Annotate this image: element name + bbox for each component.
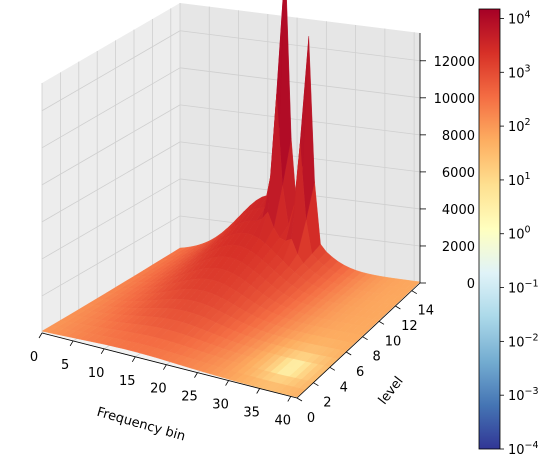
x-tick-label: 5 <box>61 358 69 373</box>
x-tick-mark <box>69 340 74 347</box>
z-tick-label: 12000 <box>434 55 475 70</box>
y-tick-mark <box>362 336 368 341</box>
y-axis-line <box>296 282 421 399</box>
x-tick-label: 35 <box>243 405 260 420</box>
y-tick-mark <box>411 290 418 295</box>
surface-plot <box>41 0 421 398</box>
x-tick-mark <box>163 364 167 370</box>
y-tick-label: 6 <box>356 365 364 380</box>
colorbar-tick-label: 10−1 <box>508 279 539 297</box>
colorbar-tick-label: 103 <box>508 63 531 81</box>
x-tick-label: 0 <box>30 350 38 365</box>
z-tick-label: 2000 <box>442 240 475 255</box>
colorbar-tick-label: 10−2 <box>508 332 539 350</box>
x-axis-line <box>41 332 298 399</box>
z-tick-label: 10000 <box>434 92 475 107</box>
x-tick-mark <box>131 356 136 362</box>
y-tick-label: 4 <box>340 380 348 395</box>
surface-patch <box>41 325 58 333</box>
x-tick-mark <box>287 396 292 402</box>
y-tick-mark <box>395 305 401 310</box>
x-axis-label: Frequency bin <box>95 405 187 445</box>
colorbar: 10−4 10−3 10−2 10−1 100 101 102 103 104 <box>478 8 539 458</box>
x-tick-mark <box>38 332 43 339</box>
y-tick-label: 0 <box>307 411 315 426</box>
x-tick-label: 25 <box>181 390 198 405</box>
y-tick-label: 8 <box>372 350 380 365</box>
y-axis-label: level <box>376 374 407 408</box>
colorbar-tick-label: 104 <box>508 9 531 27</box>
y-tick-label: 14 <box>418 304 435 319</box>
colorbar-gradient <box>478 8 501 450</box>
z-tick-label: 0 <box>467 277 475 292</box>
left-pane <box>42 3 180 333</box>
x-tick-label: 30 <box>212 398 229 413</box>
y-tick-label: 2 <box>323 396 331 411</box>
y-tick-mark <box>313 382 319 387</box>
y-tick-label: 10 <box>385 334 402 349</box>
x-tick-label: 10 <box>88 366 105 381</box>
x-tick-label: 15 <box>119 374 136 389</box>
z-tick-label: 4000 <box>442 203 475 218</box>
colorbar-tick-label: 10−3 <box>508 386 539 404</box>
y-tick-label: 12 <box>401 319 418 334</box>
y-tick-mark <box>296 397 303 402</box>
y-tick-mark <box>378 320 385 325</box>
x-tick-mark <box>256 388 261 394</box>
colorbar-tick-label: 101 <box>508 171 531 189</box>
x-tick-label: 20 <box>150 382 167 397</box>
x-tick-label: 40 <box>275 413 292 428</box>
x-tick-mark <box>194 372 198 378</box>
y-tick-mark <box>345 351 352 356</box>
z-tick-label: 6000 <box>442 166 475 181</box>
x-tick-mark <box>225 380 229 386</box>
z-tick-label: 8000 <box>442 129 475 144</box>
colorbar-tick-label: 10−4 <box>508 440 539 458</box>
colorbar-tick-label: 102 <box>508 117 531 135</box>
colorbar-tick-label: 100 <box>508 225 531 243</box>
y-tick-mark <box>329 366 336 371</box>
x-tick-mark <box>100 348 105 355</box>
